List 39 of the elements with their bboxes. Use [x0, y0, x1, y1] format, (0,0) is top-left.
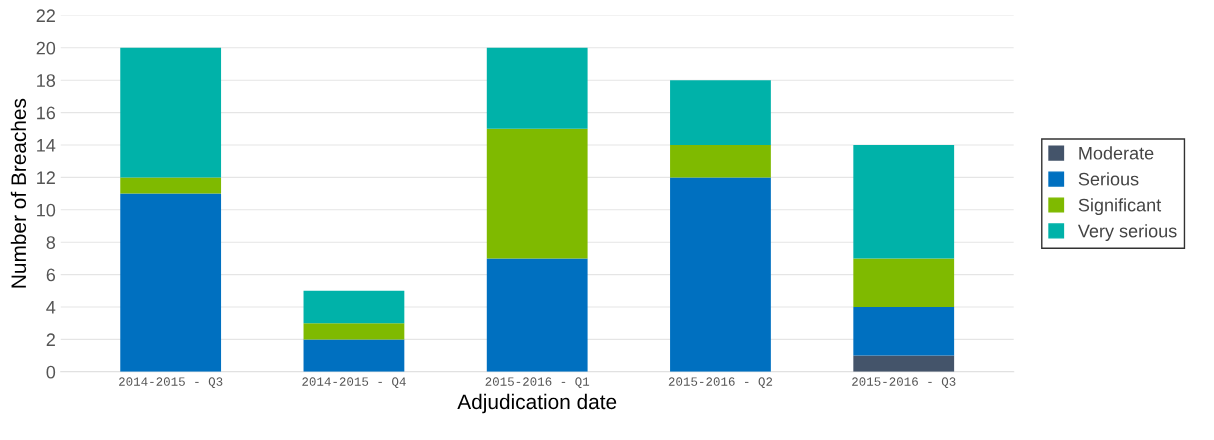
- bar: [853, 258, 955, 307]
- y-tick-label: 12: [37, 171, 55, 184]
- x-axis-title: Adjudication date: [457, 393, 617, 414]
- y-tick-label: 16: [37, 106, 56, 120]
- x-tick-label: 2014-2015 - Q4: [302, 377, 406, 389]
- x-tick-label: 2015-2016 - Q3: [852, 377, 956, 389]
- bar: [486, 128, 588, 259]
- bar: [486, 47, 588, 129]
- legend-label: Serious: [1078, 172, 1139, 186]
- x-tick-label: 2015-2016 - Q1: [485, 377, 590, 389]
- y-tick-label: 8: [46, 236, 56, 249]
- bar: [120, 177, 222, 194]
- y-tick-label: 0: [46, 365, 56, 379]
- legend-label: Very serious: [1077, 224, 1177, 241]
- x-tick-label: 2015-2016 - Q2: [668, 377, 773, 389]
- y-tick-label: 22: [36, 9, 55, 22]
- bar: [853, 307, 955, 356]
- x-tick-label: 2014-2015 - Q3: [119, 377, 223, 389]
- bar: [120, 47, 222, 178]
- y-tick-label: 14: [37, 139, 56, 152]
- y-tick-label: 2: [46, 333, 55, 346]
- y-tick-label: 6: [46, 268, 56, 282]
- y-tick-label: 4: [46, 301, 56, 314]
- legend-label: Significant: [1078, 198, 1162, 216]
- bar: [670, 80, 771, 145]
- bar: [303, 323, 405, 340]
- y-axis-title: Number of Breaches: [10, 98, 27, 288]
- y-tick-label: 18: [37, 74, 56, 87]
- bar: [120, 193, 222, 372]
- y-tick-label: 20: [36, 41, 56, 55]
- legend-label: Moderate: [1079, 146, 1154, 160]
- bar: [670, 145, 771, 178]
- bar: [670, 177, 771, 372]
- bar: [303, 339, 405, 372]
- bar: [303, 290, 405, 324]
- bar: [486, 258, 588, 372]
- bar: [853, 355, 955, 372]
- y-tick-label: 10: [37, 203, 56, 217]
- bar: [853, 145, 955, 259]
